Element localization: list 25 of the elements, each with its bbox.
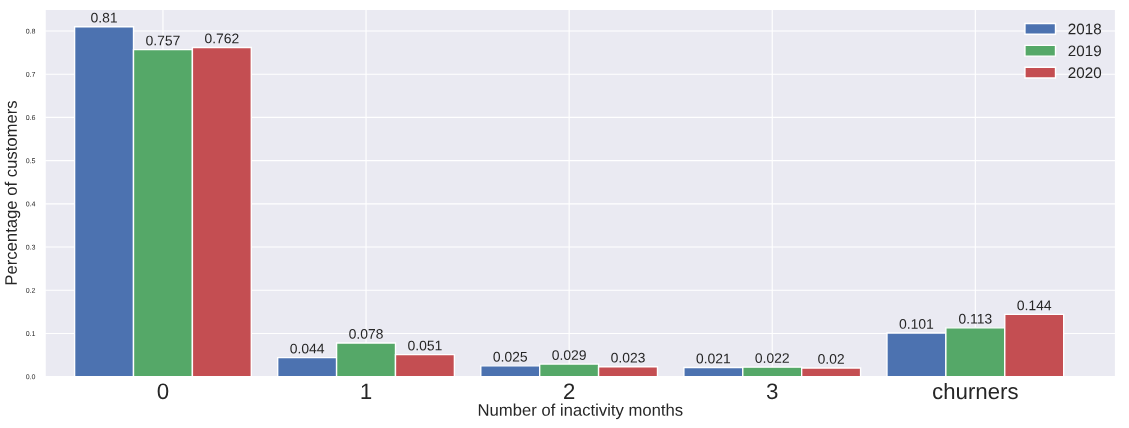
- data-label: 0.029: [552, 350, 586, 360]
- x-tick-label: churners: [933, 382, 1018, 400]
- data-label: 0.144: [1017, 300, 1052, 311]
- legend-label: 2020: [1068, 67, 1102, 79]
- data-label: 0.023: [611, 352, 645, 363]
- legend-label: 2018: [1068, 23, 1102, 35]
- data-label: 0.078: [349, 328, 383, 339]
- x-tick-label: 1: [361, 383, 372, 399]
- data-label: 0.021: [696, 353, 731, 364]
- data-label: 0.044: [290, 343, 325, 354]
- legend-label: 2019: [1068, 45, 1101, 57]
- data-label: 0.757: [146, 35, 180, 46]
- x-tick-label: 3: [766, 383, 778, 400]
- data-label: 0.022: [755, 353, 789, 363]
- data-label: 0.025: [493, 351, 528, 362]
- data-label: 0.101: [899, 319, 934, 329]
- data-label: 0.02: [818, 354, 844, 364]
- data-label: 0.81: [91, 12, 117, 23]
- data-label: 0.762: [205, 33, 239, 44]
- data-label: 0.113: [959, 313, 992, 324]
- x-axis-title: Number of inactivity months: [478, 403, 683, 420]
- x-tick-label: 0: [157, 383, 169, 400]
- x-tick-label: 2: [564, 383, 575, 399]
- data-label: 0.051: [408, 340, 442, 351]
- y-axis-title: Percentage of customers: [4, 100, 21, 285]
